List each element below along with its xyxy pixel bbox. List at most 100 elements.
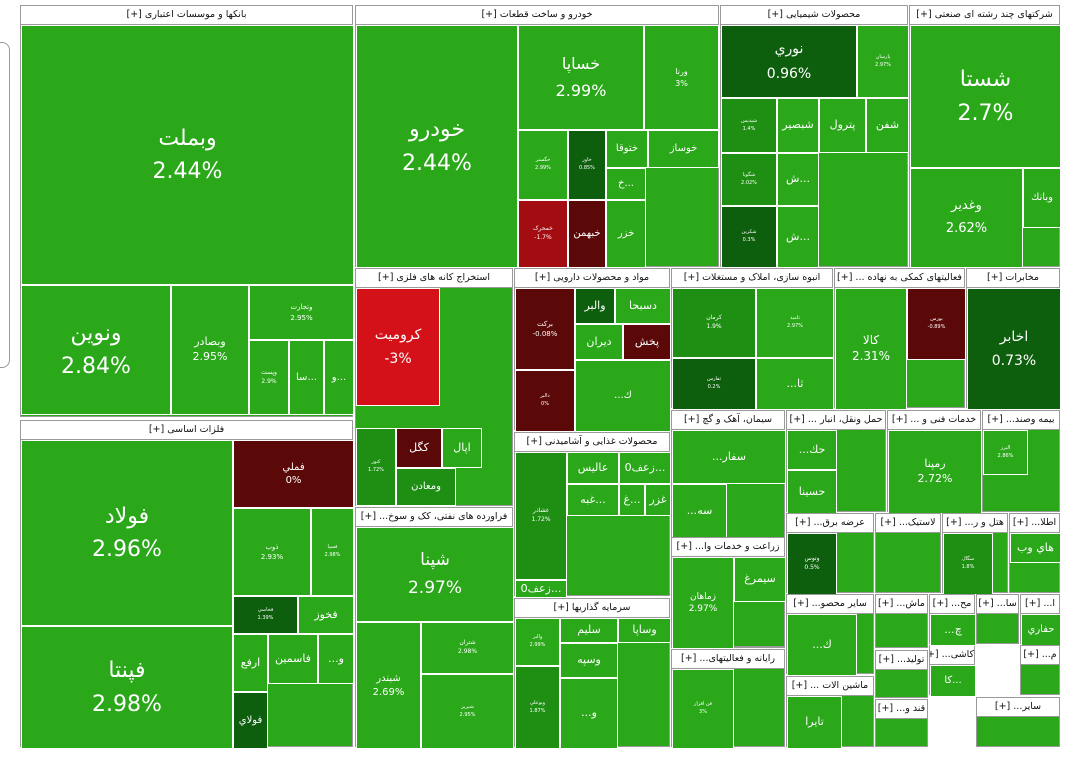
- sector-banks[interactable]: بانکها و موسسات اعتباری [+] وبملت 2.44% ونو…: [20, 5, 354, 417]
- sector-header[interactable]: سیمان، آهک و گچ [+]: [672, 411, 784, 430]
- sector-mach[interactable]: ماشین الات ... [+] تايرا: [786, 676, 874, 749]
- side-panel-handle[interactable]: [0, 42, 10, 368]
- sector-realestate[interactable]: انبوه سازی، املاک و مستغلات [+] کرمان 1.9%…: [671, 268, 834, 410]
- stock-tile[interactable]: وپست 2.9%: [249, 340, 289, 415]
- sector-rubber[interactable]: لاستیک... [+]: [875, 513, 941, 593]
- stock-tile[interactable]: غ...: [619, 484, 645, 516]
- sector-hotel[interactable]: هتل و ر... [+] سگال 1.8%: [942, 513, 1008, 595]
- stock-tile[interactable]: خودرو 2.44%: [356, 25, 518, 268]
- sector-header[interactable]: لاستیک... [+]: [876, 514, 940, 533]
- stock-tile[interactable]: غبه...: [567, 484, 619, 516]
- sector-auto[interactable]: خودرو و ساخت قطعات [+] خودرو 2.44% خساپا 2.9…: [355, 5, 719, 268]
- stock-tile[interactable]: وساپا: [618, 618, 671, 643]
- stock-tile[interactable]: فخاسي 1.39%: [233, 596, 298, 634]
- stock-tile[interactable]: رمپنا 2.72%: [888, 430, 982, 514]
- stock-tile[interactable]: ش...: [777, 206, 819, 268]
- stock-tile[interactable]: فولاي: [233, 692, 268, 749]
- stock-tile[interactable]: ثفارس 0.2%: [672, 358, 756, 410]
- sector-food[interactable]: محصولات غذایی و آشامیدنی [+] غشاذر 1.72% عا…: [514, 432, 671, 598]
- sector-header[interactable]: انبوه سازی، املاک و مستغلات [+]: [672, 269, 832, 288]
- stock-tile[interactable]: کنور 1.72%: [356, 428, 396, 506]
- stock-tile[interactable]: غشاذر 1.72%: [515, 452, 567, 580]
- sector-header[interactable]: ماش... [+]: [876, 595, 927, 614]
- stock-tile[interactable]: شگويا 2.02%: [721, 153, 777, 206]
- sector-tolid[interactable]: تولید... [+]: [875, 650, 928, 698]
- stock-tile[interactable]: ...و: [560, 678, 618, 749]
- stock-tile[interactable]: شفن: [866, 98, 909, 153]
- stock-tile[interactable]: شبريز 2.95%: [421, 674, 514, 749]
- sector-pharma[interactable]: مواد و محصولات دارویی [+] برکت -0.08% والبر…: [514, 268, 671, 432]
- stock-tile[interactable]: خبهمن: [568, 200, 606, 268]
- sector-header[interactable]: سرمایه گذاریها [+]: [515, 599, 669, 618]
- stock-tile[interactable]: کرمان 1.9%: [672, 288, 756, 358]
- stock-tile[interactable]: تايرا: [787, 696, 842, 749]
- stock-tile[interactable]: شبندر 2.69%: [356, 622, 421, 749]
- stock-tile[interactable]: ش...: [777, 153, 819, 206]
- stock-tile[interactable]: برکت -0.08%: [515, 288, 575, 370]
- stock-tile[interactable]: ثامید 2.97%: [756, 288, 834, 358]
- sector-header[interactable]: فلزات اساسی [+]: [21, 421, 352, 440]
- sector-header[interactable]: م... [+]: [1021, 646, 1059, 665]
- stock-tile[interactable]: خزر: [606, 200, 646, 268]
- sector-telecom[interactable]: مخابرات [+] اخابر 0.73%: [966, 268, 1061, 410]
- stock-tile[interactable]: دالبر 0%: [515, 370, 575, 432]
- stock-tile[interactable]: اپال: [442, 428, 482, 468]
- stock-tile[interactable]: ...ثا: [756, 358, 834, 410]
- stock-tile[interactable]: وتوس 0.5%: [787, 533, 837, 595]
- sector-header[interactable]: بیمه وصند... [+]: [983, 411, 1059, 430]
- sector-it[interactable]: رایانه و فعالیتهای... [+] فن افزار 3%: [671, 649, 785, 749]
- stock-tile[interactable]: ونوین 2.84%: [21, 285, 171, 415]
- stock-tile[interactable]: كا...: [930, 665, 976, 697]
- stock-tile[interactable]: ومعادن: [396, 468, 456, 506]
- sector-m1[interactable]: مح... [+] ...چ: [929, 594, 976, 646]
- sector-mining[interactable]: استخراج کانه های فلزی [+] کرومیت -3% کنور 1.…: [355, 268, 513, 506]
- sector-multi[interactable]: شرکتهای چند رشته ای صنعتی [+] شستا 2.7% وغد…: [909, 5, 1061, 268]
- stock-tile[interactable]: وبملت 2.44%: [21, 25, 354, 285]
- stock-tile[interactable]: شكربن 0.3%: [721, 206, 777, 268]
- stock-tile[interactable]: والبر 2.99%: [515, 618, 560, 666]
- stock-tile[interactable]: خمحرک -1.7%: [518, 200, 568, 268]
- sector-header[interactable]: زراعت و خدمات وا... [+]: [672, 538, 784, 557]
- stock-tile[interactable]: خساپا 2.99%: [518, 25, 644, 130]
- sector-agri[interactable]: زراعت و خدمات وا... [+] زماهان 2.97% سيمرغ: [671, 537, 786, 649]
- sector-header[interactable]: محصولات غذایی و آشامیدنی [+]: [515, 433, 669, 452]
- stock-tile[interactable]: ...سفار: [672, 430, 786, 484]
- stock-tile[interactable]: عالیس: [567, 452, 619, 484]
- sector-header[interactable]: بانکها و موسسات اعتباری [+]: [21, 6, 352, 25]
- stock-tile[interactable]: اخابر 0.73%: [967, 288, 1061, 410]
- stock-tile[interactable]: فخوز: [298, 596, 354, 634]
- sector-mash[interactable]: ماش... [+]: [875, 594, 928, 648]
- stock-tile[interactable]: پارسان 2.97%: [857, 25, 909, 98]
- stock-tile[interactable]: حسينا: [787, 470, 837, 514]
- stock-tile[interactable]: هاي وب: [1010, 533, 1061, 563]
- sector-header[interactable]: سایر... [+]: [977, 698, 1059, 717]
- stock-tile[interactable]: سا...: [289, 340, 324, 415]
- stock-tile[interactable]: شبصير: [777, 98, 819, 153]
- sector-chem[interactable]: محصولات شیمیایی [+] نوري 0.96% پارسان 2.97% ش…: [720, 5, 909, 268]
- sector-power[interactable]: عرضه برق... [+] وتوس 0.5%: [786, 513, 874, 595]
- stock-tile[interactable]: شپديس 1.4%: [721, 98, 777, 153]
- stock-tile[interactable]: ديران: [575, 324, 623, 360]
- stock-tile[interactable]: خوساز: [648, 130, 719, 168]
- stock-tile[interactable]: سگال 1.8%: [943, 533, 993, 595]
- stock-tile[interactable]: سيمرغ: [734, 557, 786, 602]
- stock-tile[interactable]: ارفع: [233, 634, 268, 692]
- sector-sayer[interactable]: سایر... [+]: [976, 697, 1060, 747]
- sector-m2[interactable]: م... [+]: [1020, 645, 1060, 695]
- stock-tile[interactable]: فسپا 2.98%: [311, 508, 354, 596]
- sector-ceramic[interactable]: کاشی... [+] كا...: [929, 645, 976, 697]
- stock-tile[interactable]: البرز 2.86%: [983, 430, 1028, 475]
- sector-header[interactable]: سا... [+]: [977, 595, 1018, 614]
- sector-misc[interactable]: سا... [+]: [976, 594, 1019, 644]
- sector-header[interactable]: خدمات فنی و ... [+]: [888, 411, 980, 430]
- sector-header[interactable]: فراورده های نفتی، کک و سوخ... [+]: [356, 508, 512, 527]
- stock-tile[interactable]: و...: [324, 340, 354, 415]
- stock-tile[interactable]: حفاري: [1021, 614, 1061, 646]
- stock-tile[interactable]: ...سه: [672, 484, 727, 539]
- stock-tile[interactable]: خگستر 2.99%: [518, 130, 568, 200]
- sector-header[interactable]: فعالیتهای کمکی به نهاده ... [+]: [835, 269, 964, 288]
- sector-header[interactable]: مح... [+]: [930, 595, 974, 614]
- stock-tile[interactable]: پترول: [819, 98, 866, 153]
- stock-tile[interactable]: ...ك: [575, 360, 671, 432]
- stock-tile[interactable]: ورنا 3%: [644, 25, 719, 130]
